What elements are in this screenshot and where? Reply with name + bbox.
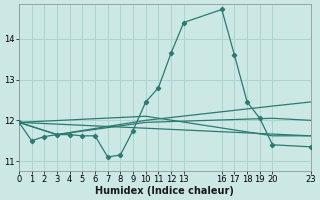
X-axis label: Humidex (Indice chaleur): Humidex (Indice chaleur) — [95, 186, 234, 196]
